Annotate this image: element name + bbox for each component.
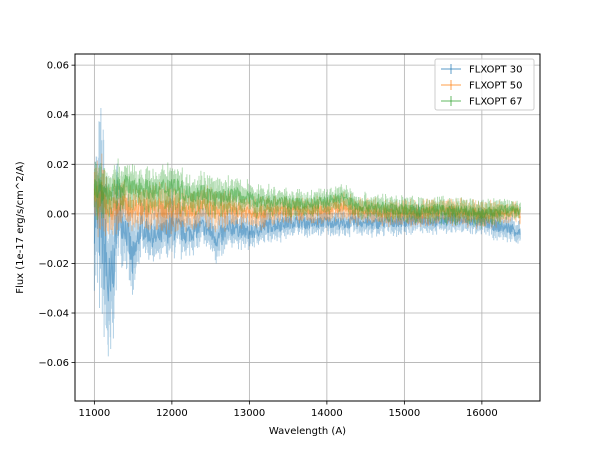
- legend: FLXOPT 30 FLXOPT 50 FLXOPT 67: [434, 58, 535, 111]
- x-tick-label: 14000: [311, 408, 343, 419]
- legend-label: FLXOPT 67: [469, 97, 522, 108]
- plot-frame: [74, 53, 541, 402]
- series-2: [93, 153, 521, 238]
- series-line: [93, 174, 521, 220]
- y-tick-label: −0.06: [38, 358, 69, 369]
- x-axis-label: Wavelength (A): [269, 426, 346, 437]
- x-tick-label: 11000: [78, 408, 110, 419]
- series-error-bars: [93, 158, 521, 229]
- x-tick-label: 13000: [233, 408, 265, 419]
- series-line: [93, 183, 521, 302]
- legend-label: FLXOPT 30: [469, 65, 522, 76]
- data-series: [93, 108, 521, 357]
- series-1: [93, 108, 521, 357]
- y-axis-label: Flux (1e-17 erg/s/cm^2/A): [15, 161, 26, 293]
- grid-lines: [75, 54, 540, 401]
- x-tick-label: 12000: [156, 408, 188, 419]
- y-tick-label: 0.02: [47, 160, 69, 171]
- legend-box: [434, 58, 535, 111]
- y-tick-label: 0.00: [47, 209, 69, 220]
- axis-ticks: 11000 12000 13000 14000 15000 16000 −0.06 −0.04…: [38, 61, 497, 419]
- y-tick-label: 0.06: [47, 61, 69, 72]
- series-error-bars: [93, 153, 521, 238]
- series-error-bars: [93, 108, 521, 357]
- legend-label: FLXOPT 50: [469, 81, 522, 92]
- series-line: [93, 181, 521, 221]
- x-tick-label: 16000: [466, 408, 498, 419]
- series-3: [93, 158, 521, 229]
- y-tick-label: −0.02: [38, 259, 69, 270]
- x-tick-label: 15000: [388, 408, 420, 419]
- y-tick-label: 0.04: [47, 110, 69, 121]
- y-tick-label: −0.04: [38, 309, 69, 320]
